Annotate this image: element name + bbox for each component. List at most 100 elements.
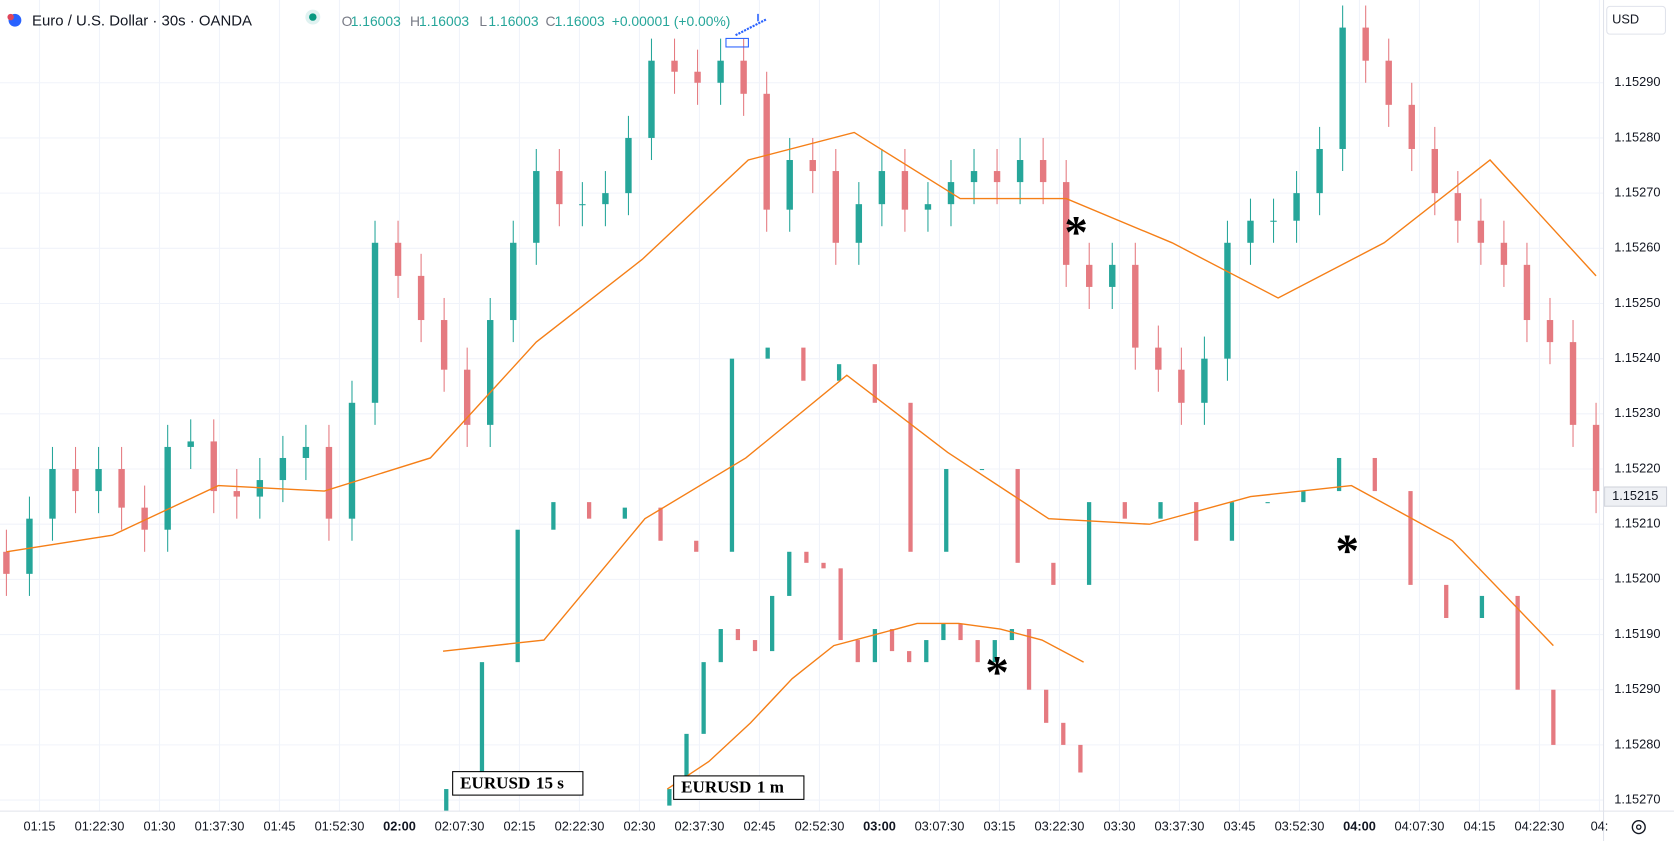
candle-body xyxy=(487,320,494,425)
candle-body xyxy=(233,491,240,497)
candle-body xyxy=(1546,320,1554,343)
overlay-candle xyxy=(1408,491,1413,585)
y-tick-label: 1.15240 xyxy=(1614,350,1660,365)
y-tick-label: 1.15230 xyxy=(1614,405,1660,420)
overlay-candle xyxy=(1372,457,1377,492)
settings-icon-center xyxy=(1635,824,1642,830)
candle-body xyxy=(1016,160,1024,183)
overlay-candle xyxy=(1122,502,1127,519)
y-tick-label: 1.15190 xyxy=(1614,626,1660,641)
candle-body xyxy=(394,242,402,276)
overlay-candle xyxy=(889,629,895,652)
x-tick-label: 03:00 xyxy=(863,819,896,834)
overlay-candle xyxy=(770,595,775,652)
overlay-candle xyxy=(515,529,520,663)
overlay-candle xyxy=(1158,502,1163,519)
candle-body xyxy=(1362,27,1369,61)
candle-body xyxy=(1062,182,1070,265)
candle-body xyxy=(648,60,655,138)
moving-average xyxy=(6,131,1597,553)
overlay-candle xyxy=(1009,629,1015,641)
y-tick-label: 1.15210 xyxy=(1614,516,1660,531)
axes: 1.15290 1.15280 1.15270 1.15260 1.15250 1.152… xyxy=(23,74,1668,834)
overlay-candle xyxy=(872,629,878,663)
overlay-candle xyxy=(1301,491,1306,503)
overlay-candle xyxy=(586,502,592,519)
overlay-candle xyxy=(729,358,735,552)
candle-body xyxy=(1454,193,1462,221)
overlay-candle xyxy=(979,469,985,471)
x-tick-label: 02:37:30 xyxy=(675,819,725,834)
candle-body xyxy=(118,469,125,508)
candle-body xyxy=(1178,369,1185,403)
annotation: * xyxy=(1064,207,1087,259)
overlay-candle xyxy=(941,623,946,641)
candle-body xyxy=(95,469,102,492)
x-tick-label: 04:15 xyxy=(1463,819,1495,834)
candle-body xyxy=(26,518,33,574)
x-tick-label: 04: xyxy=(1591,819,1609,834)
overlay-candle xyxy=(787,551,792,596)
candle-body xyxy=(1293,193,1300,221)
overlay-symbol: EURUSD xyxy=(681,778,751,797)
overlay-timeframe: 1 m xyxy=(757,778,784,797)
overlay-candle xyxy=(718,629,723,663)
overlay-candle xyxy=(944,469,949,552)
x-tick-label: 02:52:30 xyxy=(795,819,845,834)
overlay-candle xyxy=(872,364,877,403)
last-price-label: 1.15215 xyxy=(1612,488,1658,503)
candle-body xyxy=(1339,27,1346,149)
candle-body xyxy=(141,507,148,530)
overlay-candle xyxy=(1265,502,1270,504)
candle-body xyxy=(1477,220,1485,243)
candle-body xyxy=(1039,160,1047,183)
change: +0.00001 (+0.00%) xyxy=(612,13,731,29)
overlay-candle xyxy=(838,568,843,641)
overlay-candle xyxy=(992,640,997,663)
candle-body xyxy=(625,137,632,194)
overlay-candle xyxy=(667,789,672,806)
candle-body xyxy=(1109,264,1116,287)
candle-body xyxy=(993,171,1001,183)
candle-body xyxy=(1569,342,1577,425)
x-tick-label: 03:45 xyxy=(1223,819,1255,834)
x-tick-label: 02:00 xyxy=(383,819,416,834)
settings-icon[interactable] xyxy=(1631,820,1646,835)
overlay-candle xyxy=(1061,722,1066,745)
candle-body xyxy=(1155,347,1162,370)
chart-title: Euro / U.S. Dollar · 30s · OANDA xyxy=(32,12,252,29)
drawing-marker[interactable] xyxy=(725,37,749,48)
overlay-candle xyxy=(479,662,485,790)
candle-body xyxy=(970,171,978,183)
currency[interactable]: USD xyxy=(1612,12,1639,27)
candle-body xyxy=(602,193,609,205)
candle-body xyxy=(740,60,747,94)
overlay-candle xyxy=(1336,457,1342,492)
candle-body xyxy=(556,171,563,205)
candle-body xyxy=(1270,220,1277,222)
candle-body xyxy=(1201,358,1208,403)
candle-body xyxy=(671,60,678,72)
overlay-candle xyxy=(694,540,699,552)
candle-body xyxy=(579,204,586,206)
candle-body xyxy=(763,93,770,210)
legend-value: 1.16003 xyxy=(419,13,469,29)
legend-value: 1.16003 xyxy=(555,13,605,29)
candle-body xyxy=(325,446,333,519)
overlay-candle xyxy=(1015,469,1020,563)
y-tick-label: 1.15220 xyxy=(1614,460,1660,475)
legend-key: C xyxy=(546,13,556,29)
x-tick-label: 01:15 xyxy=(23,819,55,834)
legend-key: O xyxy=(342,13,353,29)
candle-body xyxy=(510,242,517,321)
overlay-candle xyxy=(622,507,627,519)
overlay-candle xyxy=(1086,502,1092,585)
currency-button[interactable] xyxy=(1606,5,1666,35)
candle-body xyxy=(49,469,56,519)
x-tick-label: 02:07:30 xyxy=(435,819,485,834)
y-tick-label: 1.15290 xyxy=(1614,74,1660,89)
candle-body xyxy=(3,551,10,574)
drawing-line[interactable] xyxy=(735,18,768,37)
overlay-candle xyxy=(1551,689,1556,745)
x-tick-label: 01:45 xyxy=(263,819,295,834)
